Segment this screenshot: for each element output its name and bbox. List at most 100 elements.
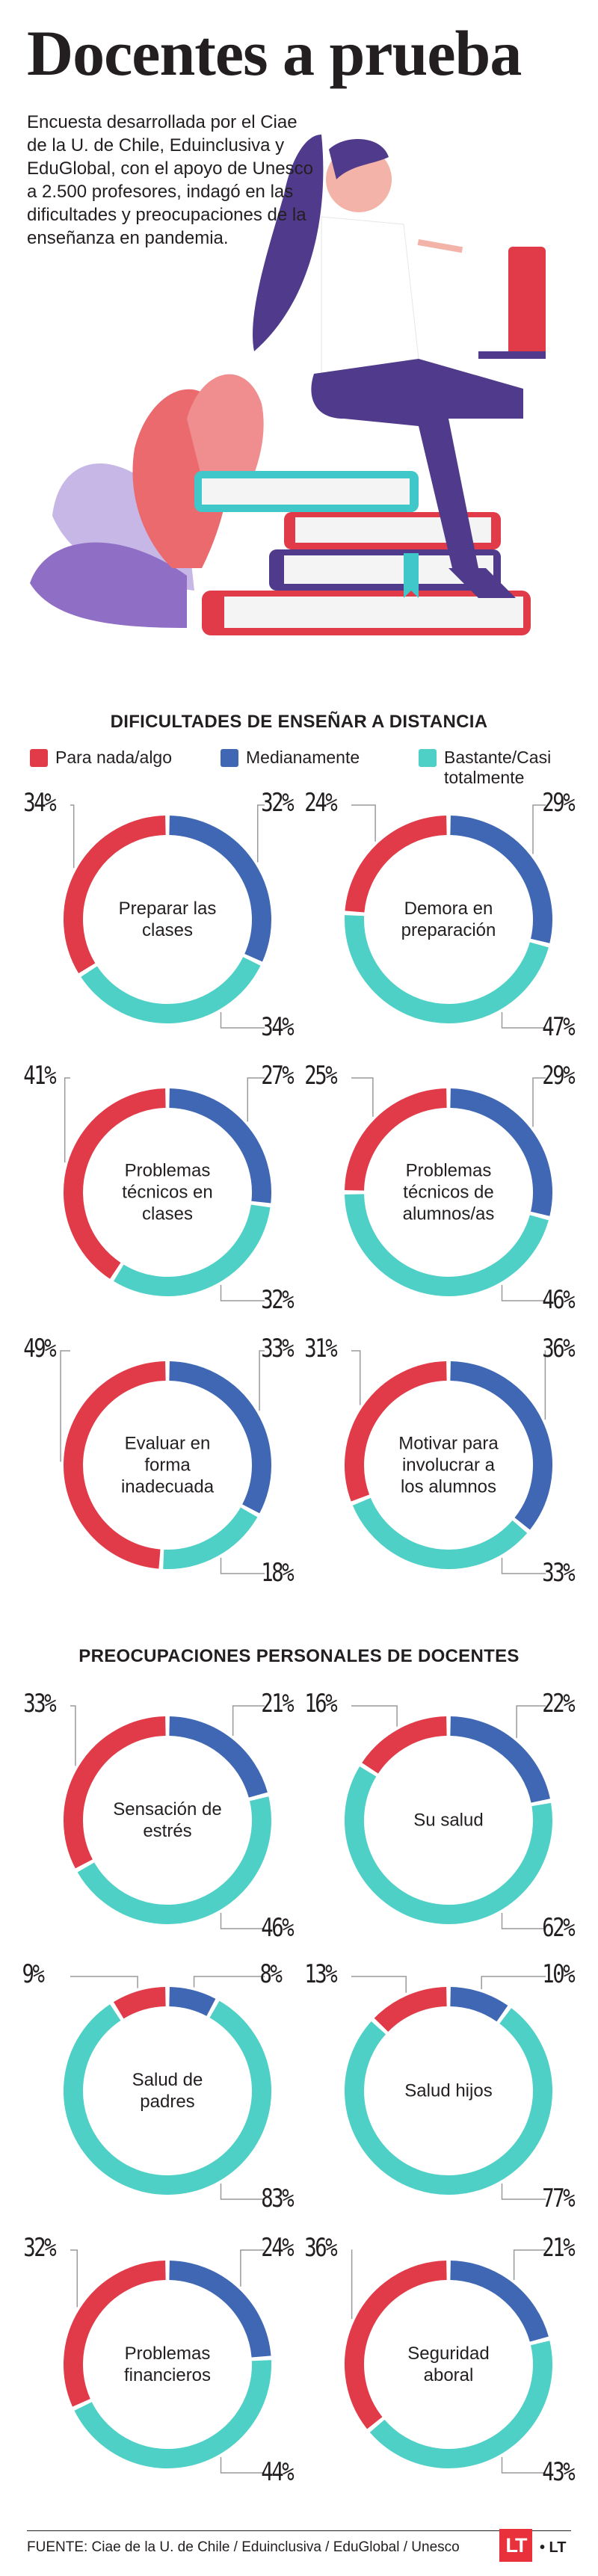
leader-line-blue	[247, 1077, 265, 1122]
donut-svg	[345, 1350, 552, 1574]
legend-item-medianamente: Medianamente	[221, 748, 395, 768]
segment-medianamente	[449, 1987, 508, 2022]
segment-medianamente	[169, 1716, 268, 1798]
leader-line-teal	[220, 1557, 265, 1574]
donut-chart: Evaluar en forma inadecuada 49% 33% 18%	[23, 1336, 308, 1603]
pct-label-teal: 33%	[542, 1558, 575, 1588]
donut-svg	[345, 1077, 552, 1301]
logo-text: • LT	[540, 2539, 567, 2556]
donut-svg	[64, 1705, 271, 1929]
segment-bastante	[114, 1204, 271, 1296]
pct-label-teal: 47%	[542, 1012, 575, 1042]
chart-center-label: Su salud	[413, 1810, 484, 1831]
pct-label-blue: 24%	[261, 2233, 294, 2263]
pct-label-teal: 32%	[261, 1285, 294, 1315]
segment-bastante	[77, 1796, 271, 1924]
segment-medianamente	[169, 816, 271, 962]
leader-line-red	[70, 2249, 78, 2308]
chart-center-label: Salud de padres	[132, 2070, 203, 2112]
segment-medianamente	[169, 1361, 271, 1514]
pct-label-blue: 8%	[259, 1959, 282, 1989]
pct-label-blue: 29%	[542, 788, 575, 818]
segment-para-nada	[64, 1716, 166, 1869]
pct-label-red: 34%	[23, 788, 56, 818]
leader-line-teal	[501, 2456, 546, 2474]
donut-svg	[64, 1976, 271, 2200]
leader-line-blue	[544, 1350, 546, 1420]
segment-para-nada	[345, 2261, 447, 2429]
donut-svg	[64, 1077, 271, 1301]
leader-line-teal	[220, 2456, 265, 2474]
leader-line-teal	[501, 2183, 546, 2200]
donut-chart: Preparar las clases 34% 32% 34%	[23, 790, 308, 1058]
pct-label-blue: 32%	[261, 788, 294, 818]
pct-label-blue: 10%	[542, 1959, 575, 1989]
pct-label-teal: 46%	[542, 1285, 575, 1315]
segment-medianamente	[450, 1361, 552, 1530]
segment-bastante	[352, 1497, 528, 1569]
segment-bastante	[64, 2000, 271, 2195]
pct-label-blue: 33%	[261, 1334, 294, 1364]
segment-para-nada	[64, 1361, 166, 1569]
legend-label: Para nada/algo	[55, 748, 173, 767]
pct-label-red: 33%	[23, 1689, 56, 1719]
leader-line-teal	[501, 1011, 546, 1029]
segment-bastante	[74, 2360, 271, 2468]
source-text: FUENTE: Ciae de la U. de Chile / Eduincl…	[27, 2539, 460, 2555]
pct-label-red: 9%	[22, 1959, 44, 1989]
leader-line-blue	[193, 1976, 265, 1988]
teacher-illustration	[30, 135, 546, 635]
donut-svg	[345, 1976, 552, 2200]
leader-line-blue	[256, 804, 265, 863]
pct-label-teal: 46%	[261, 1913, 294, 1943]
donut-chart: Problemas técnicos de alumnos/as 25% 29% 46…	[304, 1063, 589, 1331]
segment-para-nada	[374, 1987, 447, 2033]
leader-line-teal	[220, 1284, 265, 1301]
section-title-difficulties: DIFICULTADES DE ENSEÑAR A DISTANCIA	[110, 712, 488, 732]
donut-chart: Salud hijos 13% 10% 77%	[304, 1962, 589, 2229]
segment-medianamente	[450, 2261, 549, 2342]
legend-swatch	[221, 749, 238, 767]
donut-chart: Salud de padres 9% 8% 83%	[22, 1962, 308, 2229]
chart-center-label: Demora en preparación	[401, 899, 496, 940]
donut-chart: Problemas financieros 32% 24% 44%	[23, 2235, 308, 2503]
segment-medianamente	[169, 2261, 271, 2358]
pct-label-red: 13%	[304, 1959, 337, 1989]
legend-item-bastante: Bastante/Casi totalmente	[419, 748, 594, 788]
pct-label-blue: 36%	[542, 1334, 575, 1364]
segment-para-nada	[113, 1987, 166, 2019]
donut-svg	[345, 804, 552, 1029]
leader-line-blue	[481, 1976, 546, 1989]
pct-label-blue: 21%	[261, 1689, 294, 1719]
footer-divider	[27, 2530, 571, 2531]
page-title: Docentes a prueba	[27, 17, 522, 89]
pct-label-red: 24%	[304, 788, 337, 818]
leader-line-red	[70, 1705, 76, 1766]
pct-label-red: 36%	[304, 2233, 337, 2263]
donut-chart: Sensación de estrés 33% 21% 46%	[23, 1691, 308, 1959]
donut-chart: Demora en preparación 24% 29% 47%	[304, 790, 589, 1058]
donut-svg	[64, 804, 271, 1029]
books-icon	[194, 471, 531, 635]
segment-bastante	[81, 957, 261, 1023]
legend-label: Medianamente	[246, 748, 360, 767]
segment-para-nada	[345, 816, 447, 913]
segment-para-nada	[345, 1088, 447, 1191]
pct-label-red: 31%	[304, 1334, 337, 1364]
segment-medianamente	[450, 1088, 552, 1216]
pct-label-blue: 21%	[542, 2233, 575, 2263]
pct-label-red: 41%	[23, 1061, 56, 1091]
chart-center-label: Salud hijos	[404, 2080, 493, 2101]
segment-para-nada	[362, 1716, 447, 1774]
segment-bastante	[345, 1194, 549, 1296]
segment-para-nada	[345, 1361, 447, 1502]
leader-line-red	[70, 804, 75, 869]
chart-center-label: Preparar las clases	[118, 899, 217, 940]
leader-line-red	[64, 1077, 70, 1163]
chart-center-label: Evaluar en forma inadecuada	[120, 1433, 215, 1497]
leader-line-teal	[220, 1912, 265, 1929]
segment-bastante	[369, 2341, 552, 2468]
chart-center-label: Problemas técnicos en clases	[122, 1160, 213, 1224]
donut-svg	[345, 2249, 552, 2474]
segment-medianamente	[450, 816, 552, 943]
